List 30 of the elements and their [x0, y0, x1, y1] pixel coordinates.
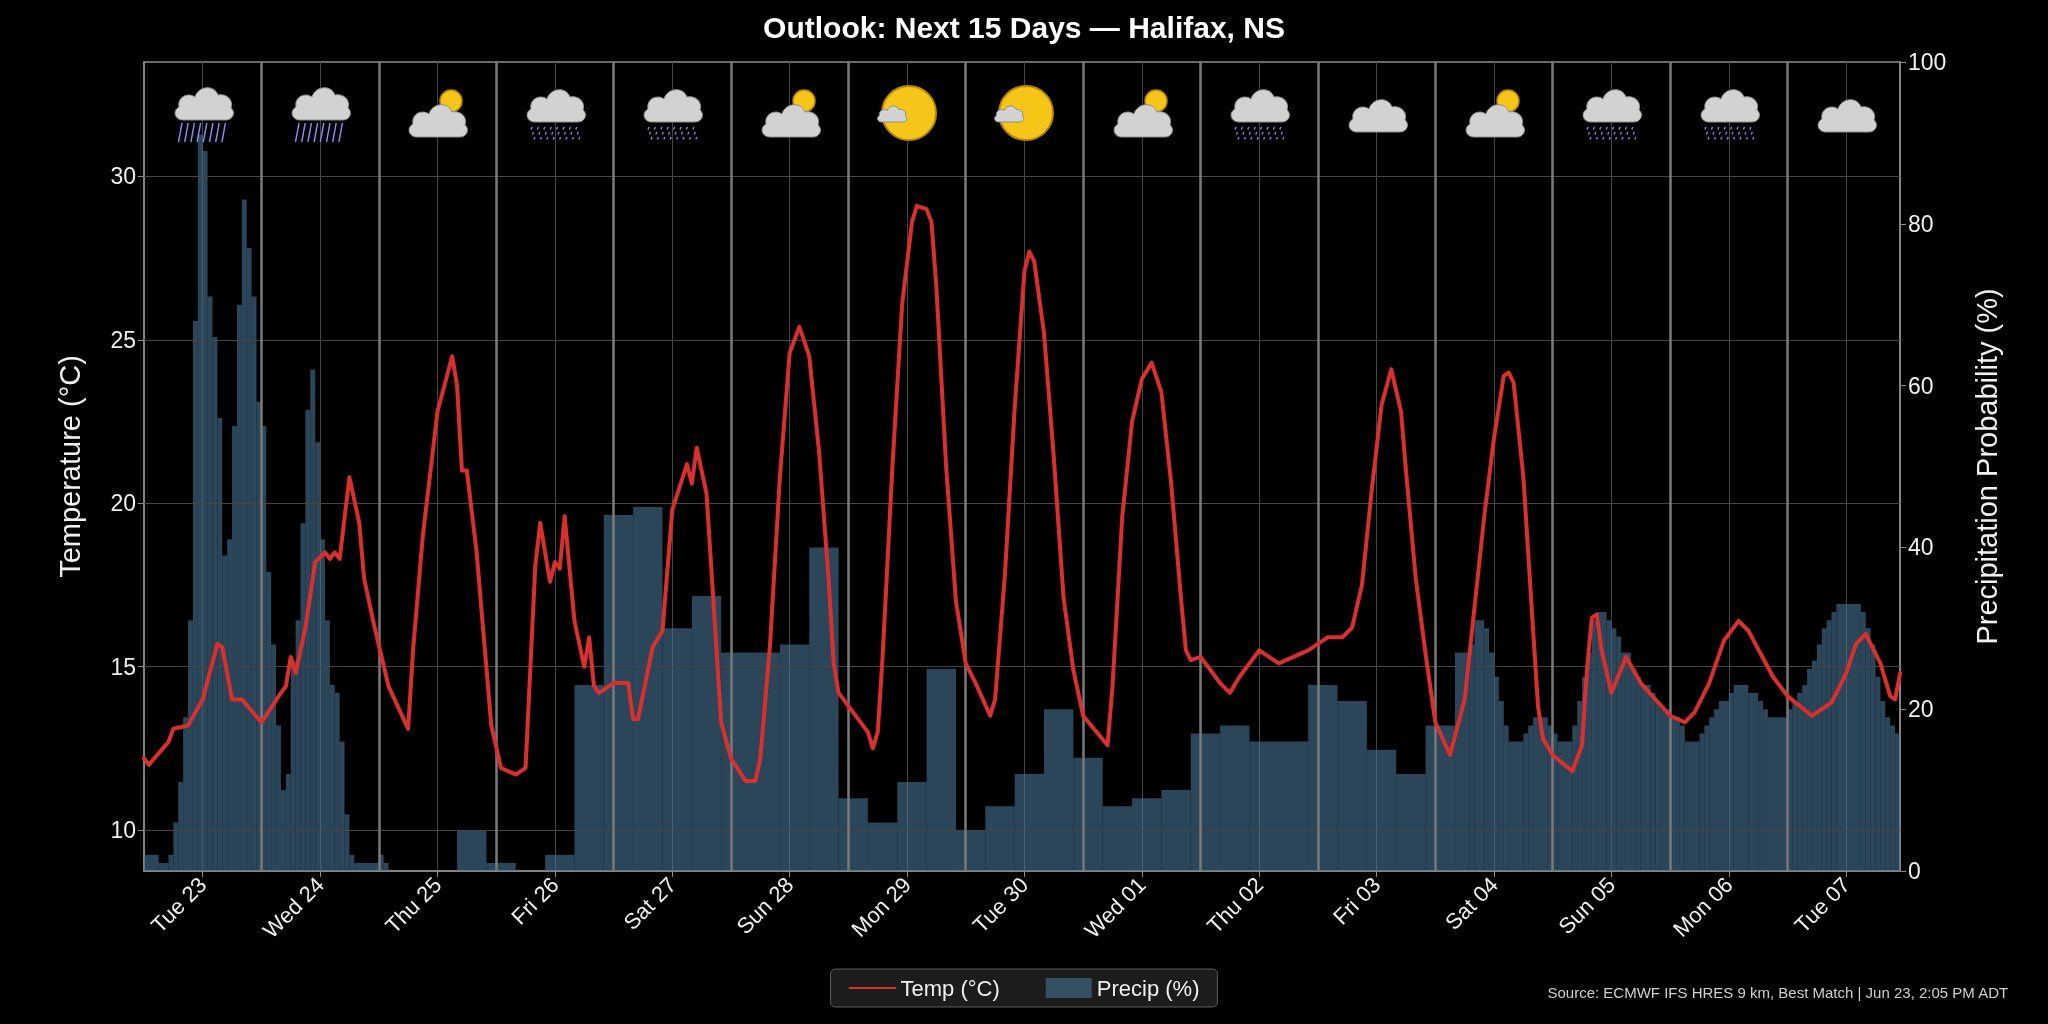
x-tick-label: Sun 05 — [1553, 872, 1621, 940]
x-tick-label: Tue 07 — [1789, 872, 1856, 938]
x-tick-label: Thu 25 — [380, 872, 447, 939]
y2-tick-label: 60 — [1908, 372, 1934, 399]
y-tick-label: 25 — [110, 326, 136, 353]
y-tick-label: 10 — [110, 817, 136, 844]
x-tick-label: Fri 26 — [506, 872, 564, 930]
y2-tick-label: 80 — [1908, 210, 1934, 237]
x-tick-label: Thu 02 — [1201, 872, 1269, 939]
legend-label: Temp (°C) — [900, 975, 1000, 1001]
x-tick-label: Fri 03 — [1328, 872, 1386, 930]
y-tick-label: 30 — [110, 163, 136, 190]
chart-title: Outlook: Next 15 Days — Halifax, NS — [763, 10, 1285, 44]
y-tick-label: 20 — [110, 490, 136, 517]
x-tick-label: Sun 28 — [731, 872, 799, 940]
x-tick-label: Tue 23 — [146, 872, 212, 938]
y2-tick-label: 40 — [1908, 534, 1934, 561]
y2-tick-label: 100 — [1908, 49, 1947, 75]
y2-tick-label: 0 — [1908, 858, 1921, 884]
x-tick-label: Mon 06 — [1668, 872, 1738, 942]
y-axis-title: Temperature (°C) — [53, 355, 86, 578]
x-tick-label: Mon 29 — [846, 872, 916, 942]
x-tick-label: Sat 27 — [618, 872, 682, 935]
y2-axis-title: Precipitation Probability (%) — [1970, 288, 2003, 645]
source-note: Source: ECMWF IFS HRES 9 km, Best Match | Jun 23, 2:05 PM ADT — [1547, 984, 2009, 1001]
legend-label: Precip (%) — [1096, 975, 1200, 1001]
y2-tick-label: 20 — [1908, 696, 1934, 723]
y-tick-label: 15 — [110, 653, 136, 680]
x-tick-label: Sat 04 — [1440, 872, 1503, 935]
x-tick-label: Tue 30 — [967, 872, 1034, 938]
